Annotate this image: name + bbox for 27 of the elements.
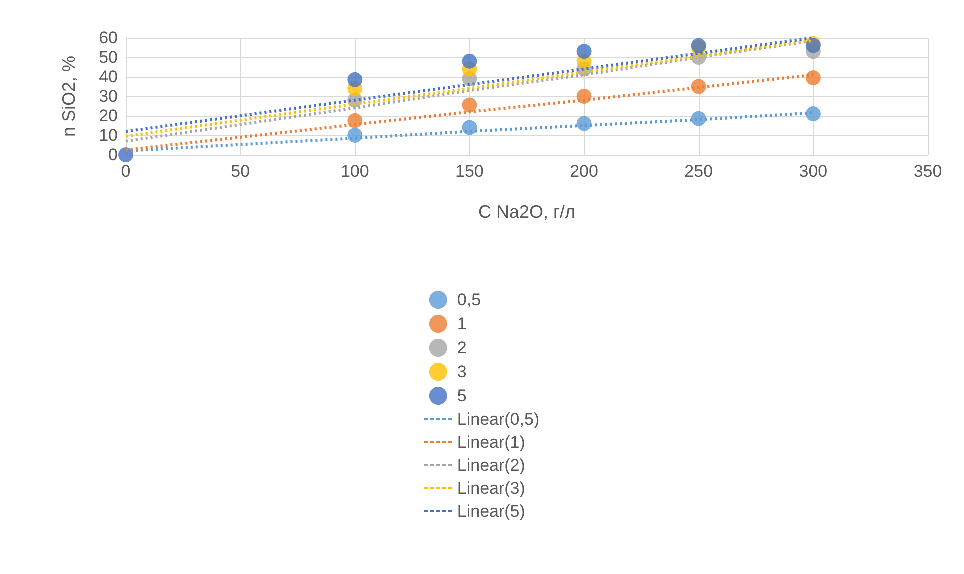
y-tick-label: 60 <box>99 28 118 48</box>
legend-label: Linear(5) <box>457 502 526 521</box>
legend-label: 0,5 <box>457 290 482 310</box>
y-tick-label: 0 <box>108 146 118 164</box>
legend-label: 2 <box>457 338 467 358</box>
x-axis-title: C Na2O, г/л <box>478 202 576 222</box>
x-tick-label: 200 <box>570 162 598 181</box>
legend-label: 5 <box>457 386 467 406</box>
x-tick-label: 350 <box>914 162 942 181</box>
y-tick-label: 40 <box>99 68 118 86</box>
x-tick-label: 150 <box>456 162 484 181</box>
x-tick-label: 0 <box>121 162 131 181</box>
x-tick-label: 50 <box>231 162 250 181</box>
x-tick-label: 100 <box>340 162 370 181</box>
legend-label: Linear(3) <box>457 479 526 498</box>
y-axis-title: n SiO2, % <box>59 56 79 138</box>
x-tick-label: 300 <box>799 162 828 181</box>
legend-label: Linear(1) <box>457 433 526 452</box>
y-tick-label: 20 <box>99 106 118 126</box>
x-tick-label: 250 <box>684 162 714 181</box>
y-tick-label: 30 <box>99 87 118 106</box>
legend-label: Linear(2) <box>457 456 526 475</box>
legend-label: Linear(0,5) <box>457 410 540 429</box>
y-tick-label: 50 <box>99 48 118 67</box>
legend-label: 1 <box>457 314 467 334</box>
legend-label: 3 <box>457 362 467 382</box>
y-tick-label: 10 <box>99 126 118 145</box>
